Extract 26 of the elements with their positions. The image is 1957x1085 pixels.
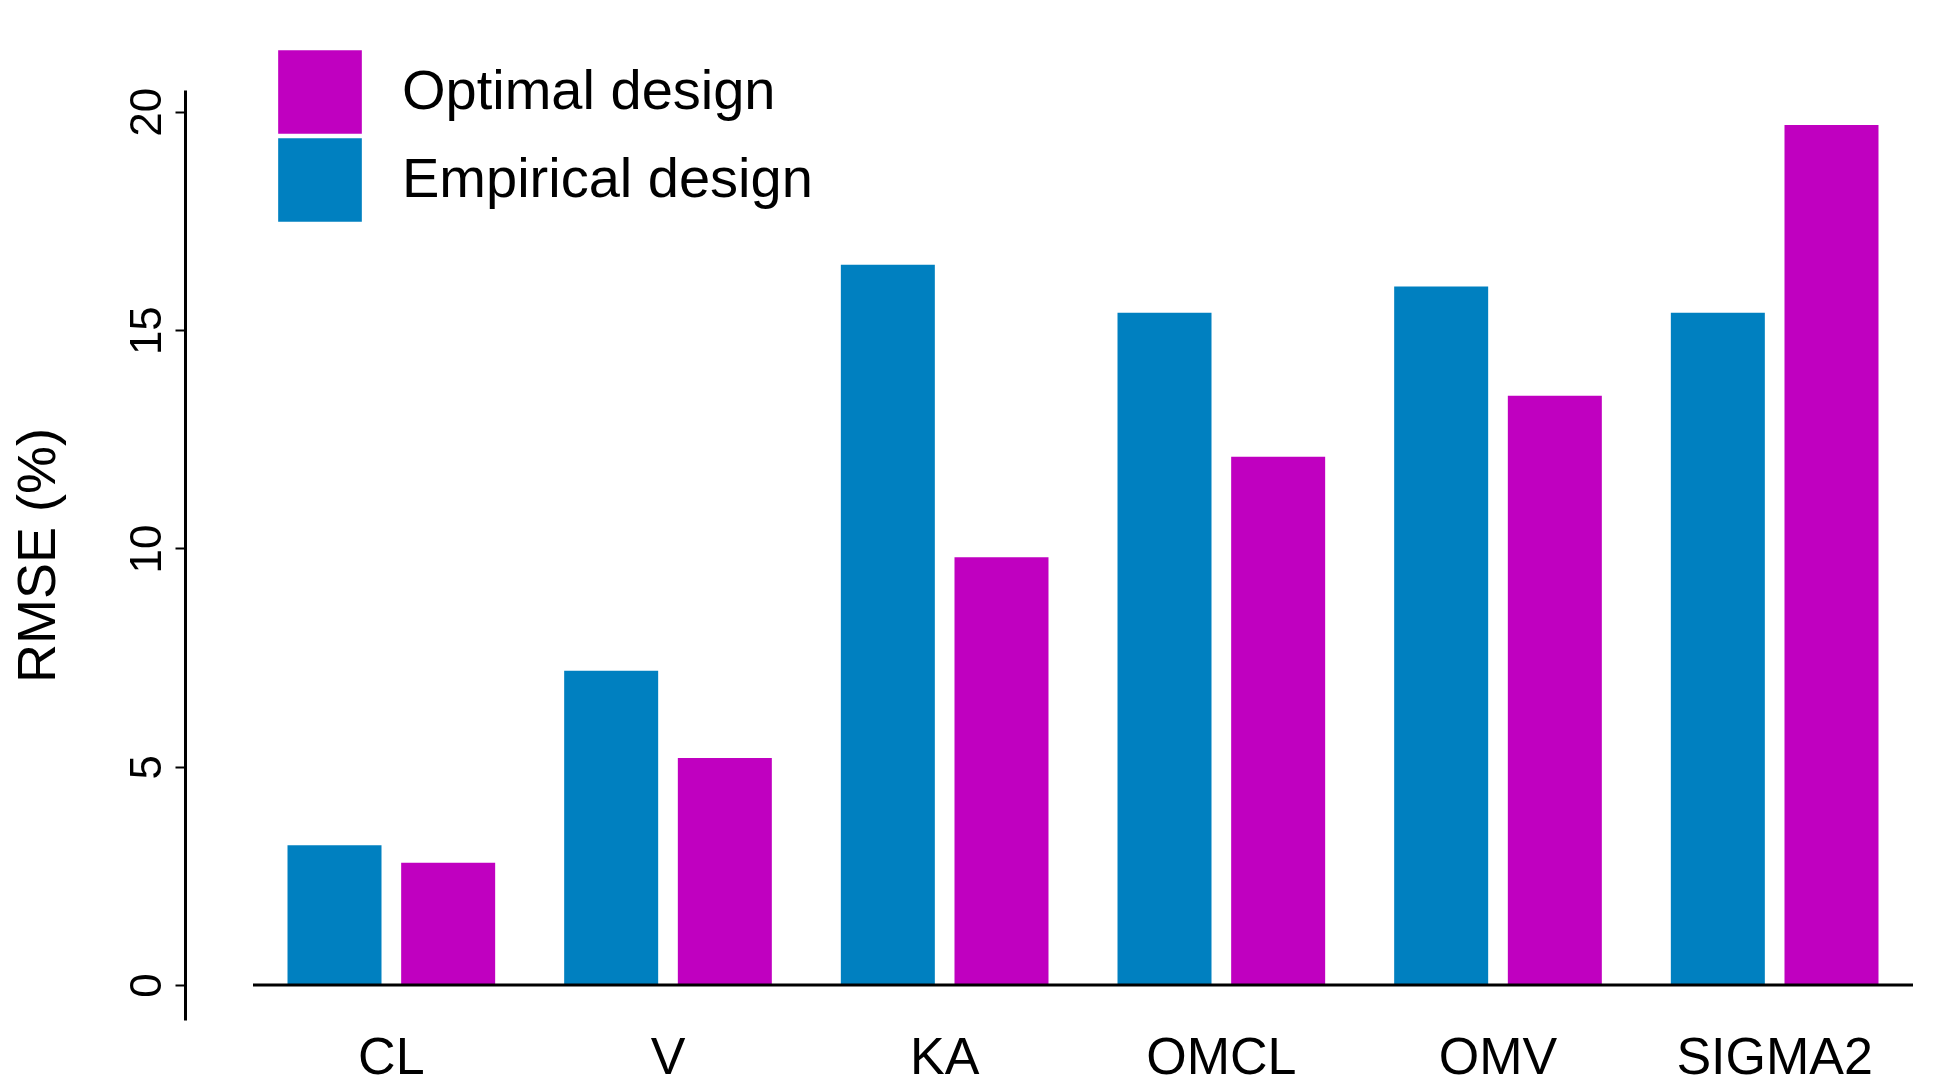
x-tick-label: SIGMA2 xyxy=(1676,1026,1873,1085)
y-tick-label: 20 xyxy=(120,87,170,137)
bar xyxy=(1394,286,1489,986)
bar xyxy=(287,845,382,986)
x-tick-label: KA xyxy=(909,1026,980,1085)
y-tick-label: 0 xyxy=(120,973,170,998)
x-tick-label: OMV xyxy=(1438,1026,1558,1085)
legend-label: Empirical design xyxy=(402,146,813,209)
bar xyxy=(564,670,659,986)
y-tick-label: 5 xyxy=(120,755,170,780)
legend-label: Optimal design xyxy=(402,58,776,121)
bar xyxy=(401,862,496,986)
x-tick-label: OMCL xyxy=(1146,1026,1297,1085)
y-tick-label: 10 xyxy=(120,524,170,574)
bar xyxy=(954,557,1049,986)
x-tick-label: V xyxy=(650,1026,686,1085)
bar xyxy=(1670,312,1765,986)
bar xyxy=(840,264,935,986)
bar xyxy=(1784,124,1879,986)
bar xyxy=(677,758,772,986)
bar xyxy=(1231,456,1326,986)
x-tick-label: CL xyxy=(358,1026,425,1085)
bar xyxy=(1507,395,1602,986)
y-tick-label: 15 xyxy=(120,306,170,356)
y-axis-title: RMSE (%) xyxy=(5,428,66,683)
bar xyxy=(1117,312,1212,986)
